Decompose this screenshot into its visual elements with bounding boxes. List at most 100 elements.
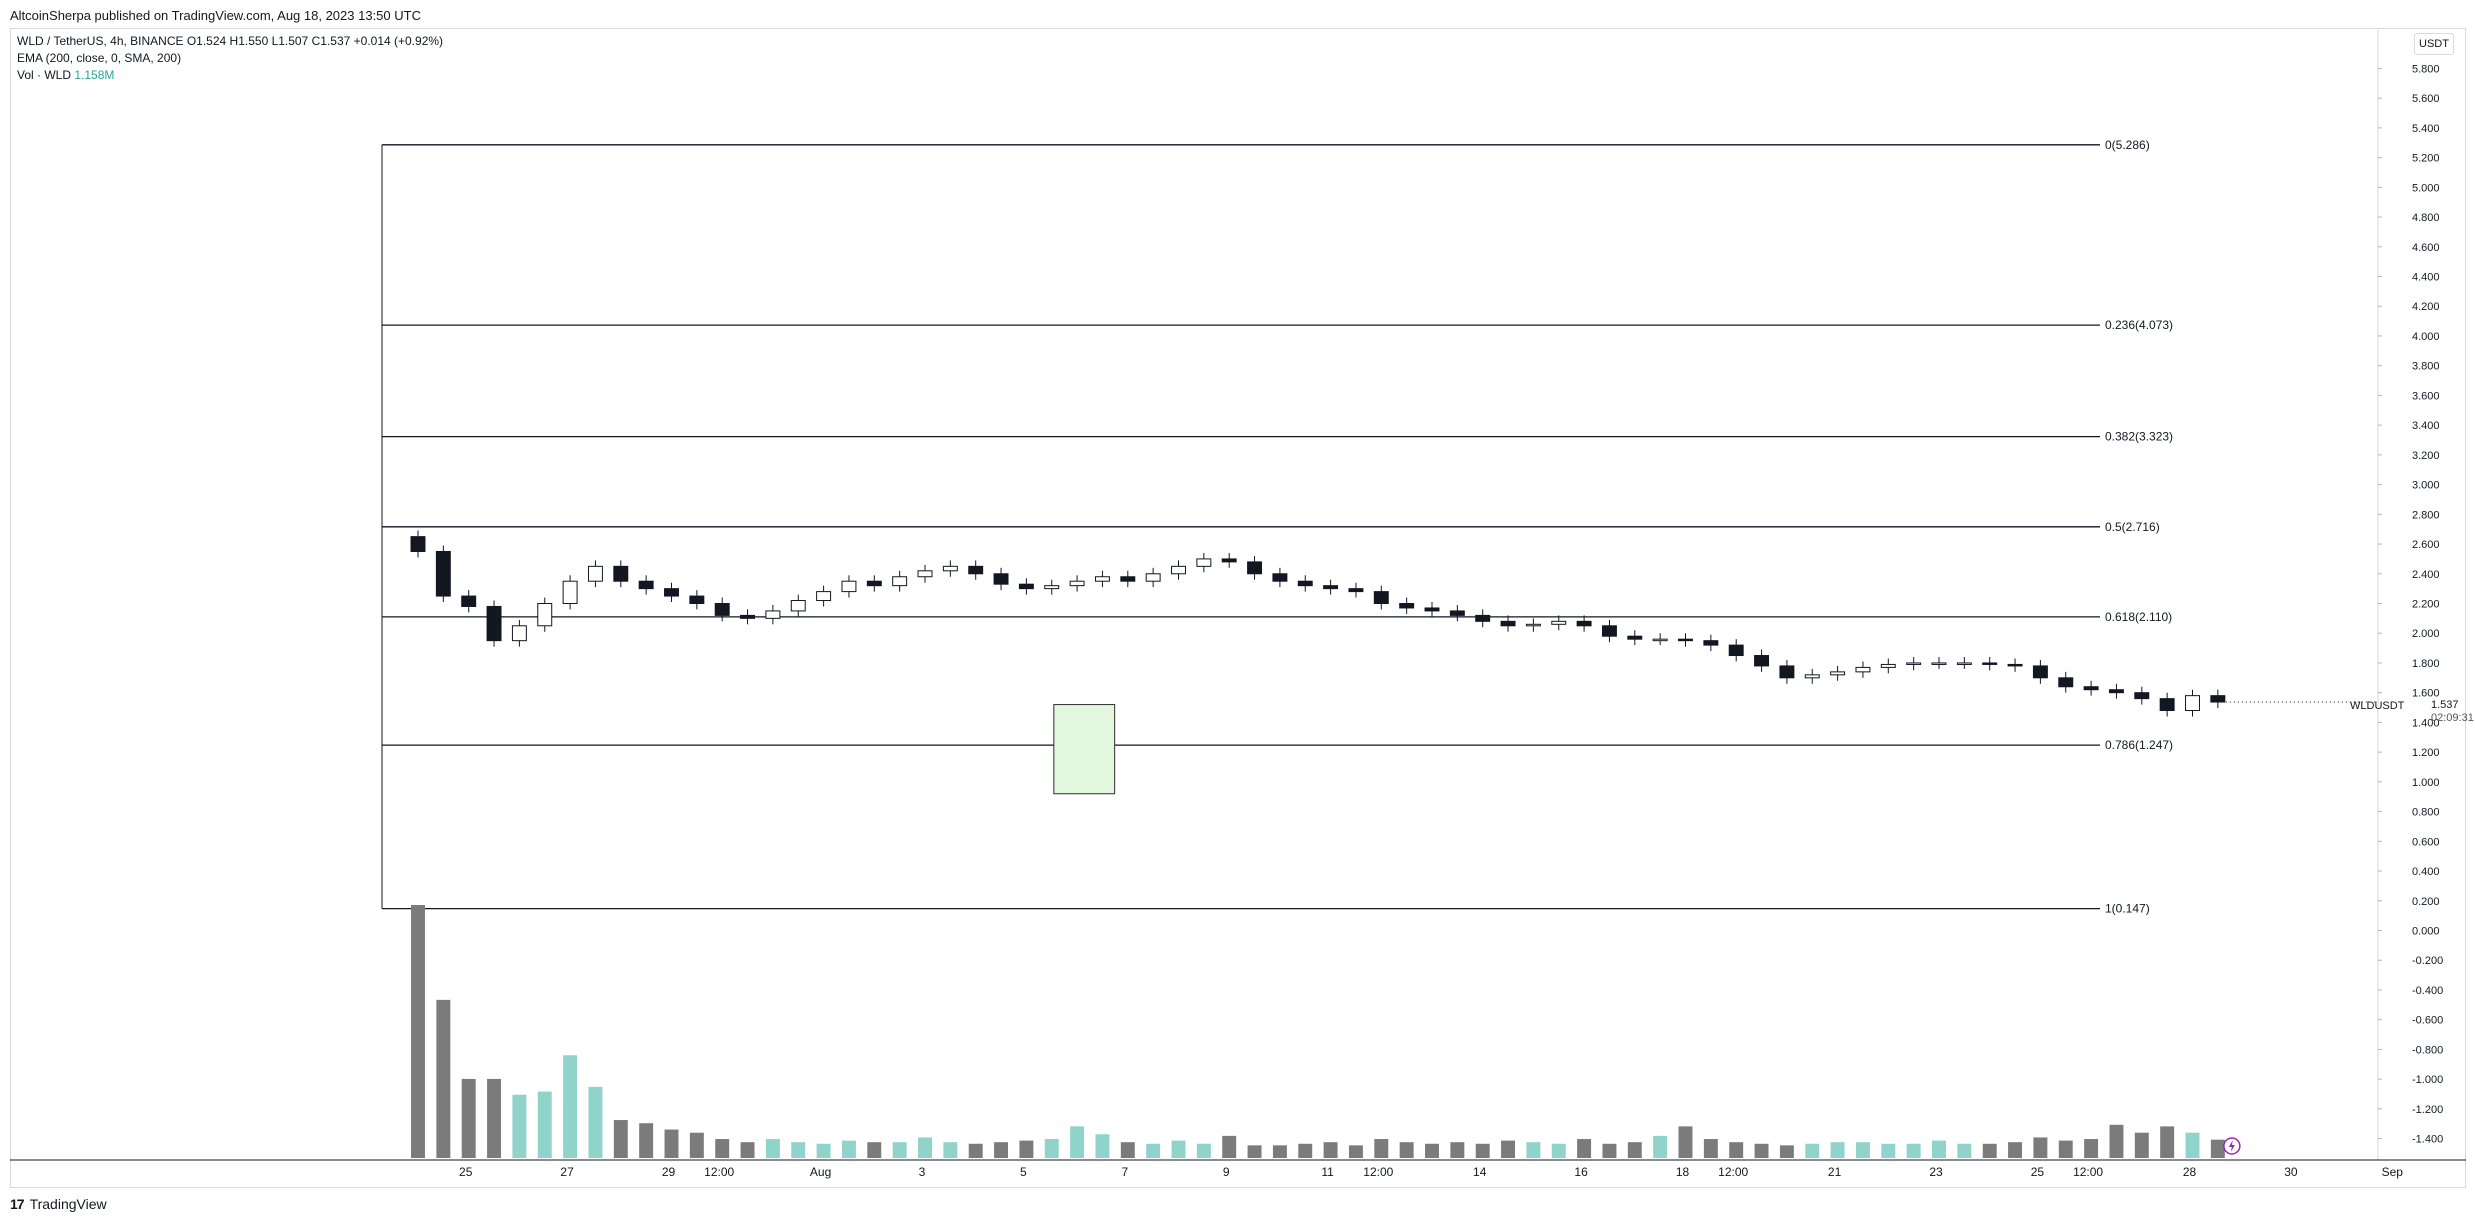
volume-bar [1881, 1143, 1896, 1158]
candle-body [1221, 558, 1237, 563]
fib-level-label: 1(0.147) [2105, 902, 2150, 916]
volume-bar [2008, 1142, 2023, 1158]
tradingview-footer[interactable]: 17 TradingView [10, 1196, 107, 1212]
fib-level-label: 0.236(4.073) [2105, 318, 2173, 332]
time-tick-label: 12:00 [704, 1165, 734, 1179]
price-tick-label: 3.200 [2412, 450, 2440, 462]
price-tick-label: 1.000 [2412, 777, 2440, 789]
candle-body [1475, 614, 1491, 622]
candle-body [1247, 561, 1263, 575]
candle-body [2210, 695, 2226, 703]
legend-symbol-row: WLD / TetherUS, 4h, BINANCE O1.524 H1.55… [17, 34, 443, 48]
candle-body [2007, 663, 2023, 667]
candle-body [1931, 662, 1947, 665]
candle-body [1627, 635, 1643, 640]
volume-bar [1602, 1143, 1617, 1158]
time-tick-label: 23 [1929, 1165, 1943, 1179]
publisher-line: AltcoinSherpa published on TradingView.c… [10, 8, 421, 23]
volume-bar [715, 1139, 730, 1158]
volume-bar [487, 1078, 502, 1158]
candle-body [1525, 623, 1541, 627]
volume-bar [1779, 1145, 1794, 1158]
volume-bar [1070, 1126, 1085, 1158]
volume-bar [1830, 1142, 1845, 1158]
volume-bar [1501, 1140, 1516, 1158]
candle-body [1551, 620, 1567, 625]
candle-body [562, 580, 578, 605]
candle-body [1855, 666, 1871, 673]
bar-countdown: 02:09:31 [2431, 712, 2474, 724]
volume-bar [2058, 1140, 2073, 1158]
price-tick-label: 5.400 [2412, 123, 2440, 135]
candle-body [942, 565, 958, 572]
time-tick-label: 16 [1574, 1165, 1588, 1179]
candle-body [740, 614, 756, 619]
volume-bar [1095, 1134, 1110, 1158]
candle-body [435, 550, 451, 597]
legend-volume-label[interactable]: Vol · WLD [17, 68, 72, 82]
volume-bar [537, 1091, 552, 1158]
volume-bar [1703, 1139, 1718, 1158]
volume-bar [1653, 1135, 1668, 1158]
legend-ema[interactable]: EMA (200, close, 0, SMA, 200) [17, 51, 182, 65]
candle-body [917, 570, 933, 578]
volume-bar [1754, 1143, 1769, 1158]
volume-bar [2134, 1132, 2149, 1158]
price-tick-label: 2.000 [2412, 628, 2440, 640]
fib-level-label: 0.5(2.716) [2105, 520, 2160, 534]
time-tick-label: Sep [2382, 1165, 2404, 1179]
time-tick-label: 12:00 [2073, 1165, 2103, 1179]
candle-body [1094, 576, 1110, 582]
volume-bar [867, 1142, 882, 1158]
candle-body [2134, 692, 2150, 700]
volume-bar [411, 905, 425, 1158]
price-tick-label: 5.600 [2412, 93, 2440, 105]
legend-symbol[interactable]: WLD / TetherUS, 4h, BINANCE [17, 34, 184, 48]
price-tick-label: 5.200 [2412, 153, 2440, 165]
tradingview-logo-icon: 17 [10, 1196, 25, 1212]
price-tick-label: 4.200 [2412, 301, 2440, 313]
price-tick-label: 3.400 [2412, 420, 2440, 432]
time-tick-label: 18 [1676, 1165, 1690, 1179]
candle-body [1018, 583, 1034, 590]
candle-body [2032, 665, 2048, 679]
volume-bar [639, 1123, 654, 1158]
currency-button[interactable]: USDT [2414, 33, 2454, 55]
volume-bar [2160, 1126, 2175, 1158]
volume-bar [1044, 1139, 1059, 1158]
volume-bar [1425, 1143, 1439, 1158]
volume-bar [1019, 1140, 1034, 1158]
candle-body [613, 565, 629, 582]
volume-bar [1146, 1143, 1161, 1158]
candle-body [1424, 607, 1440, 612]
volume-bar [1577, 1139, 1592, 1158]
candle-body [892, 576, 908, 587]
price-tick-label: -1.000 [2412, 1074, 2443, 1086]
volume-bar [1323, 1142, 1338, 1158]
candle-body [866, 580, 882, 587]
lightning-bolt-glyph [2228, 1140, 2235, 1152]
volume-bar [1678, 1126, 1693, 1158]
time-tick-label: 25 [459, 1165, 473, 1179]
volume-bar [1171, 1140, 1186, 1158]
fib-level-label: 0.382(3.323) [2105, 430, 2173, 444]
candle-body [461, 595, 477, 607]
price-tick-label: -1.400 [2412, 1134, 2443, 1146]
volume-bar [2033, 1137, 2048, 1158]
volume-bar [1247, 1145, 1262, 1158]
volume-bar [1551, 1143, 1566, 1158]
volume-bar [588, 1086, 603, 1158]
volume-bar [1374, 1139, 1389, 1158]
volume-bar [1272, 1145, 1287, 1158]
highlight-zone [1053, 704, 1116, 795]
price-tick-label: 1.400 [2412, 717, 2440, 729]
volume-bar [1627, 1142, 1642, 1158]
candle-body [2083, 686, 2099, 691]
candle-body [1880, 663, 1896, 668]
chart-frame[interactable] [10, 28, 2466, 1188]
legend-volume-row: Vol · WLD 1.158M [17, 68, 114, 82]
time-tick-label: 30 [2284, 1165, 2298, 1179]
candle-body [1297, 580, 1313, 587]
time-tick-label: 25 [2031, 1165, 2045, 1179]
